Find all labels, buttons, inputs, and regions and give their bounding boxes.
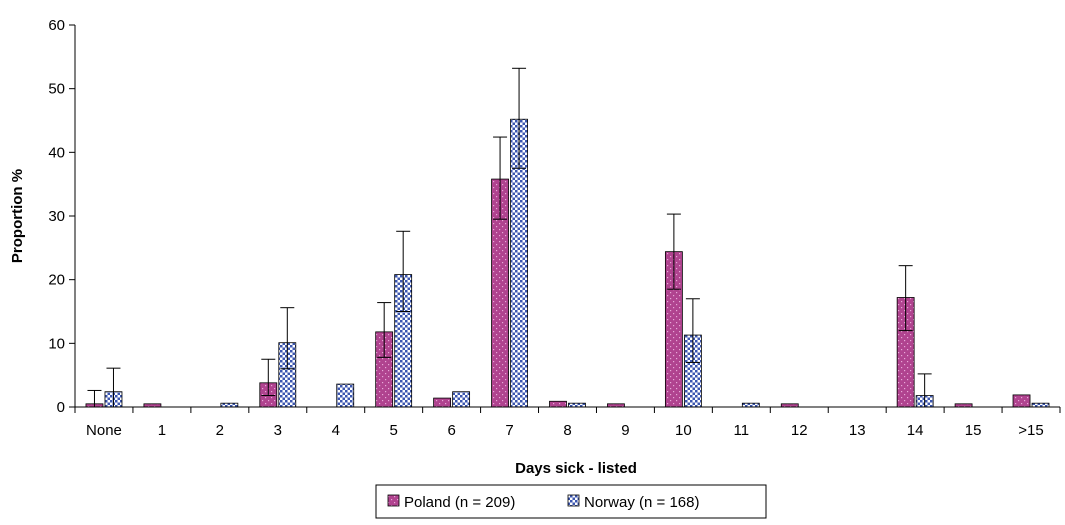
bar-norway bbox=[1031, 402, 1050, 408]
y-tick-label: 40 bbox=[48, 144, 65, 161]
x-tick-label: 14 bbox=[907, 422, 924, 439]
legend: Poland (n = 209) Norway (n = 168) bbox=[375, 484, 767, 519]
legend-label-norway: Norway (n = 168) bbox=[584, 494, 699, 511]
bar-poland bbox=[433, 397, 452, 408]
x-tick-label: 3 bbox=[274, 422, 282, 439]
legend-swatch-poland bbox=[387, 494, 400, 507]
bar-poland bbox=[549, 400, 567, 408]
y-tick-label: 50 bbox=[48, 81, 65, 98]
y-axis-title: Proportion % bbox=[9, 169, 26, 263]
x-tick-label: 11 bbox=[734, 422, 750, 439]
x-tick-label: >15 bbox=[1018, 422, 1043, 439]
y-tick-label: 0 bbox=[57, 399, 65, 416]
x-tick-label: 1 bbox=[158, 422, 166, 439]
x-tick-label: 5 bbox=[390, 422, 398, 439]
bars bbox=[85, 118, 1050, 408]
legend-label-poland: Poland (n = 209) bbox=[404, 494, 515, 511]
bar-norway bbox=[336, 383, 355, 408]
x-tick-label: 10 bbox=[675, 422, 692, 439]
x-tick-label: 13 bbox=[849, 422, 866, 439]
x-tick-label: 9 bbox=[621, 422, 629, 439]
y-tick-label: 10 bbox=[48, 335, 65, 352]
error-bars bbox=[87, 67, 932, 407]
bar-poland bbox=[1012, 394, 1031, 408]
bar-norway bbox=[568, 402, 586, 408]
x-axis-title: Days sick - listed bbox=[515, 460, 637, 477]
x-tick-label: None bbox=[86, 422, 122, 439]
x-tick-label: 12 bbox=[791, 422, 808, 439]
x-tick-label: 2 bbox=[216, 422, 224, 439]
bar-norway bbox=[220, 402, 239, 408]
y-tick-label: 20 bbox=[48, 272, 65, 289]
legend-swatch-norway bbox=[567, 494, 580, 507]
x-tick-label: 6 bbox=[447, 422, 455, 439]
x-tick-label: 4 bbox=[332, 422, 340, 439]
y-tick-label: 60 bbox=[48, 17, 65, 34]
bar-norway bbox=[741, 402, 760, 408]
x-tick-label: 8 bbox=[563, 422, 571, 439]
x-tick-label: 15 bbox=[965, 422, 982, 439]
bar-norway bbox=[452, 391, 471, 408]
y-tick-label: 30 bbox=[48, 208, 65, 225]
x-tick-label: 7 bbox=[505, 422, 513, 439]
